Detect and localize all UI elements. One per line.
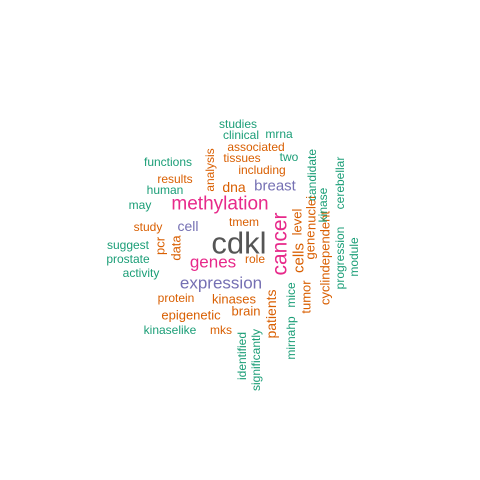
word-breast: breast bbox=[254, 177, 296, 195]
word-study: study bbox=[133, 220, 163, 234]
word-mrna: mrna bbox=[265, 127, 293, 141]
word-significantly: significantly bbox=[249, 328, 263, 392]
word-dna: dna bbox=[222, 179, 246, 195]
word-tumor: tumor bbox=[298, 280, 314, 314]
word-cell: cell bbox=[177, 218, 199, 234]
word-mirnahp: mirnahp bbox=[284, 316, 298, 360]
word-cyclindependent: cyclindependent bbox=[317, 211, 333, 305]
word-mks: mks bbox=[210, 323, 232, 337]
word-results: results bbox=[157, 172, 193, 186]
word-kinaselike: kinaselike bbox=[143, 323, 197, 337]
word-genes: genes bbox=[189, 252, 237, 272]
word-identified: identified bbox=[235, 331, 249, 381]
word-brain: brain bbox=[231, 303, 261, 319]
word-tmem: tmem bbox=[229, 215, 259, 229]
word-prostate: prostate bbox=[106, 252, 150, 266]
word-kinase: kinase bbox=[316, 187, 330, 223]
word-role: role bbox=[244, 252, 266, 266]
word-analysis: analysis bbox=[203, 148, 217, 192]
word-activity: activity bbox=[122, 266, 160, 280]
word-cerebellar: cerebellar bbox=[333, 156, 347, 210]
word-kinases: kinases bbox=[211, 291, 257, 307]
word-studies: studies bbox=[218, 117, 258, 131]
word-including: including bbox=[238, 163, 286, 177]
word-protein: protein bbox=[157, 291, 195, 305]
word-module: module bbox=[347, 237, 361, 277]
word-epigenetic: epigenetic bbox=[161, 307, 221, 323]
word-cancer: cancer bbox=[268, 212, 292, 276]
word-methylation: methylation bbox=[171, 193, 269, 215]
word-may: may bbox=[128, 198, 152, 212]
word-cdkl: cdkl bbox=[211, 225, 267, 261]
word-patients: patients bbox=[263, 289, 279, 339]
word-suggest: suggest bbox=[106, 238, 150, 252]
word-data: data bbox=[168, 235, 184, 261]
word-clinical: clinical bbox=[222, 128, 260, 142]
word-pcr: pcr bbox=[152, 236, 168, 256]
word-progression: progression bbox=[333, 226, 347, 290]
word-associated: associated bbox=[227, 140, 285, 154]
word-functions: functions bbox=[143, 155, 193, 169]
word-mice: mice bbox=[284, 282, 298, 308]
word-gene: gene bbox=[302, 230, 318, 260]
word-expression: expression bbox=[179, 273, 263, 293]
word-two: two bbox=[279, 150, 299, 164]
word-human: human bbox=[146, 183, 184, 197]
word-tissues: tissues bbox=[223, 151, 261, 165]
